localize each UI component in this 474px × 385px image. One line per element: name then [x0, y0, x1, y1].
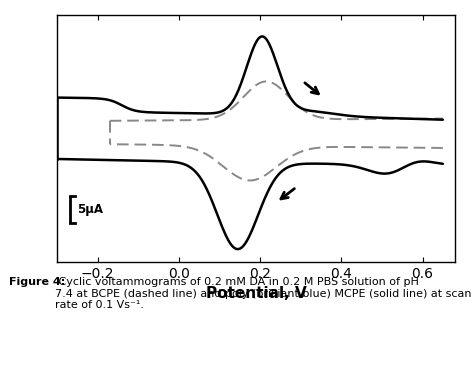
Text: 5μA: 5μA	[77, 203, 103, 216]
Text: Cyclic voltammograms of 0.2 mM DA in 0.2 M PBS solution of pH
7.4 at BCPE (dashe: Cyclic voltammograms of 0.2 mM DA in 0.2…	[55, 277, 471, 310]
Text: Figure 4:: Figure 4:	[9, 277, 66, 287]
X-axis label: Potential, V: Potential, V	[206, 286, 306, 301]
